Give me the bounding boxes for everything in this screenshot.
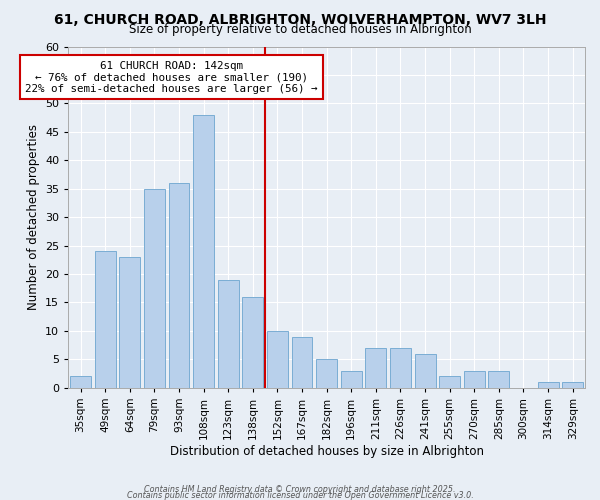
Text: 61 CHURCH ROAD: 142sqm
← 76% of detached houses are smaller (190)
22% of semi-de: 61 CHURCH ROAD: 142sqm ← 76% of detached…: [25, 60, 318, 94]
Bar: [193, 115, 214, 388]
Bar: [562, 382, 583, 388]
Bar: [316, 360, 337, 388]
Text: Size of property relative to detached houses in Albrighton: Size of property relative to detached ho…: [128, 22, 472, 36]
Bar: [169, 183, 190, 388]
Bar: [70, 376, 91, 388]
Bar: [242, 297, 263, 388]
Bar: [439, 376, 460, 388]
X-axis label: Distribution of detached houses by size in Albrighton: Distribution of detached houses by size …: [170, 444, 484, 458]
Bar: [292, 336, 313, 388]
Bar: [488, 370, 509, 388]
Text: Contains public sector information licensed under the Open Government Licence v3: Contains public sector information licen…: [127, 490, 473, 500]
Bar: [365, 348, 386, 388]
Bar: [267, 331, 288, 388]
Bar: [390, 348, 411, 388]
Bar: [119, 257, 140, 388]
Text: 61, CHURCH ROAD, ALBRIGHTON, WOLVERHAMPTON, WV7 3LH: 61, CHURCH ROAD, ALBRIGHTON, WOLVERHAMPT…: [54, 12, 546, 26]
Bar: [144, 188, 165, 388]
Y-axis label: Number of detached properties: Number of detached properties: [26, 124, 40, 310]
Bar: [95, 252, 116, 388]
Bar: [218, 280, 239, 388]
Text: Contains HM Land Registry data © Crown copyright and database right 2025.: Contains HM Land Registry data © Crown c…: [144, 485, 456, 494]
Bar: [464, 370, 485, 388]
Bar: [538, 382, 559, 388]
Bar: [415, 354, 436, 388]
Bar: [341, 370, 362, 388]
